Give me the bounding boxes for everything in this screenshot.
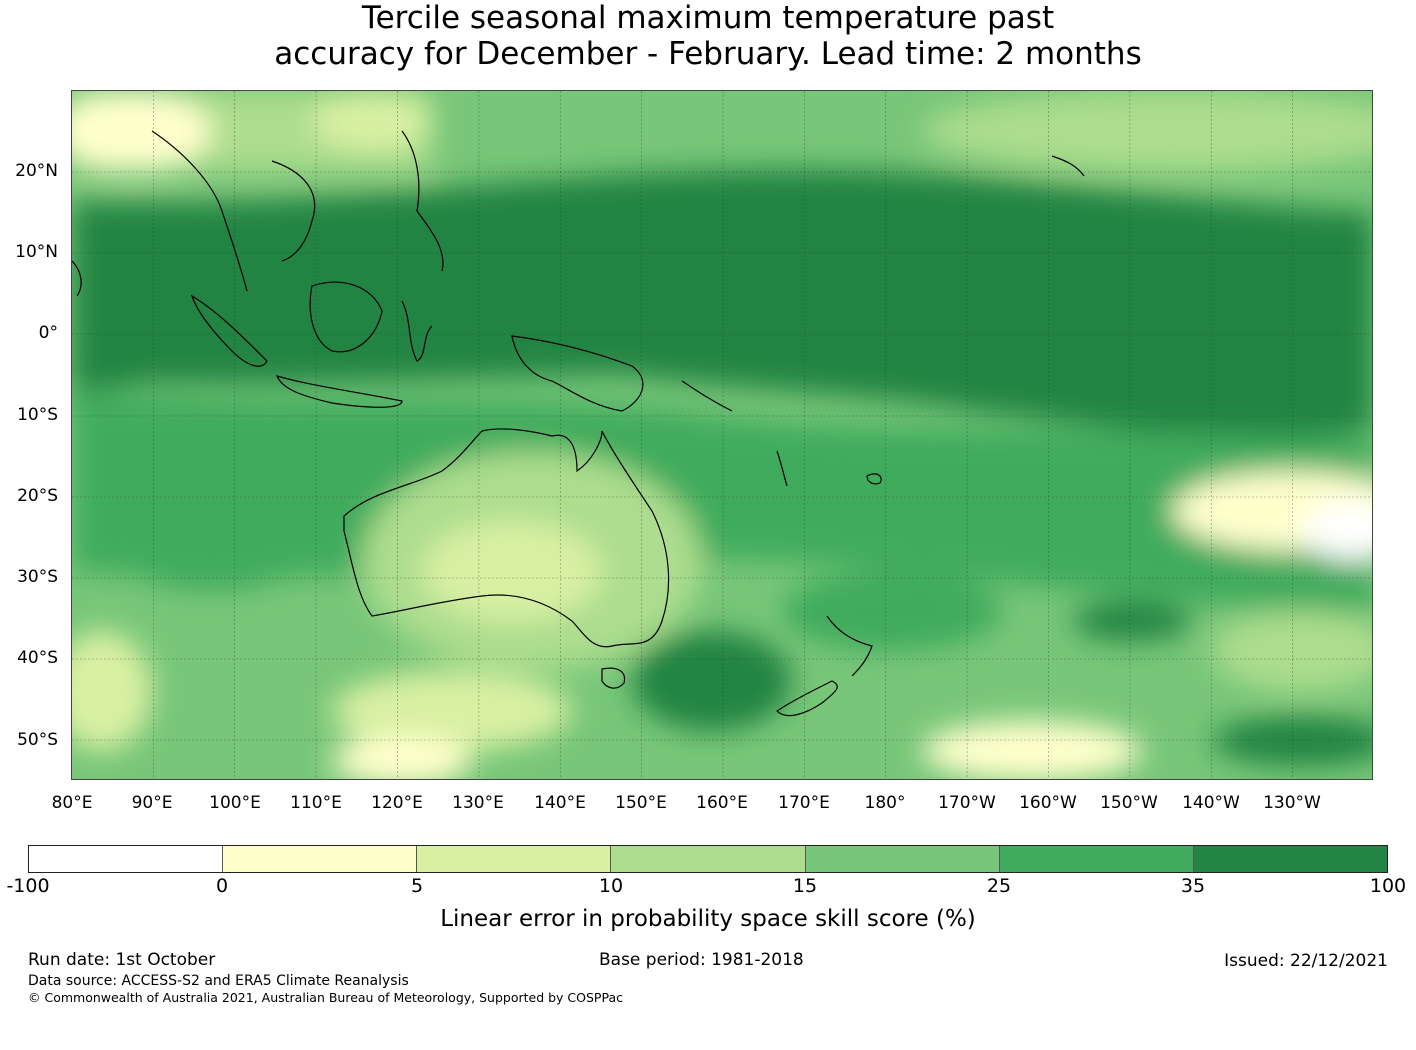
lat-label: 20°S <box>17 486 58 506</box>
philippines-coast <box>401 130 444 272</box>
se-asia-coast <box>151 130 316 292</box>
colorbar-tick: 0 <box>215 875 229 897</box>
colorbar-swatch <box>999 846 1194 872</box>
lon-label: 130°E <box>452 793 504 813</box>
colorbar-tick: 5 <box>410 875 424 897</box>
lat-label: 30°S <box>17 567 58 587</box>
lat-label: 10°S <box>17 405 58 425</box>
lon-label: 140°W <box>1182 793 1240 813</box>
colorbar-swatch <box>29 846 224 872</box>
colorbar-tick: -100 <box>6 875 50 897</box>
colorbar-tick: 100 <box>1369 875 1407 897</box>
vanuatu-islands <box>776 450 788 487</box>
lat-label: 50°S <box>17 730 58 750</box>
lon-label: 180° <box>864 793 906 813</box>
new-guinea-coast <box>511 335 644 412</box>
java-coast <box>276 375 403 408</box>
lon-label: 120°E <box>371 793 423 813</box>
colorbar-swatch <box>1193 846 1387 872</box>
colorbar-label: Linear error in probability space skill … <box>440 906 976 932</box>
colorbar-tick: 15 <box>792 875 818 897</box>
lon-label: 160°E <box>696 793 748 813</box>
issued-date: Issued: 22/12/2021 <box>1224 951 1388 971</box>
lon-label: 170°E <box>778 793 830 813</box>
lon-label: 150°E <box>615 793 667 813</box>
lon-label: 100°E <box>209 793 261 813</box>
colorbar <box>28 845 1388 873</box>
copyright: © Commonwealth of Australia 2021, Austra… <box>28 990 623 1005</box>
title-line-2: accuracy for December - February. Lead t… <box>274 36 1142 72</box>
colorbar-tick: 25 <box>986 875 1012 897</box>
hawaii-islands <box>1051 155 1085 177</box>
lon-label: 110°E <box>290 793 342 813</box>
sumatra-coast <box>190 294 268 367</box>
base-period: Base period: 1981-2018 <box>599 950 804 970</box>
run-date: Run date: 1st October <box>28 950 216 970</box>
lon-label: 160°W <box>1019 793 1077 813</box>
lon-label: 150°W <box>1100 793 1158 813</box>
lat-label: 40°S <box>17 648 58 668</box>
colorbar-swatch <box>223 846 418 872</box>
coastlines <box>72 130 1085 717</box>
borneo-coast <box>309 281 383 353</box>
lon-label: 80°E <box>51 793 93 813</box>
lat-label: 0° <box>38 323 58 343</box>
colorbar-tick: 35 <box>1180 875 1206 897</box>
fiji-islands <box>866 473 882 485</box>
skill-field <box>72 91 1372 779</box>
lat-label: 10°N <box>15 242 58 262</box>
australia-coast <box>343 428 670 648</box>
lon-label: 90°E <box>131 793 173 813</box>
graticule <box>72 91 1372 779</box>
india-sri-lanka-coast <box>72 260 82 297</box>
data-source: Data source: ACCESS-S2 and ERA5 Climate … <box>28 973 409 989</box>
title-line-1: Tercile seasonal maximum temperature pas… <box>361 0 1055 36</box>
tasmania-coast <box>601 667 626 689</box>
sulawesi-coast <box>401 300 433 362</box>
chart-title: Tercile seasonal maximum temperature pas… <box>0 0 1416 72</box>
colorbar-tick: 10 <box>598 875 624 897</box>
colorbar-swatch <box>611 846 806 872</box>
colorbar-swatch <box>805 846 1000 872</box>
new-zealand-south <box>776 680 838 717</box>
lon-label: 170°W <box>938 793 996 813</box>
colorbar-swatch <box>417 846 612 872</box>
solomon-islands <box>681 380 733 412</box>
lon-label: 130°W <box>1263 793 1321 813</box>
lat-label: 20°N <box>15 161 58 181</box>
new-zealand-north <box>826 615 873 677</box>
lon-label: 140°E <box>534 793 586 813</box>
skill-score-map <box>71 90 1373 780</box>
